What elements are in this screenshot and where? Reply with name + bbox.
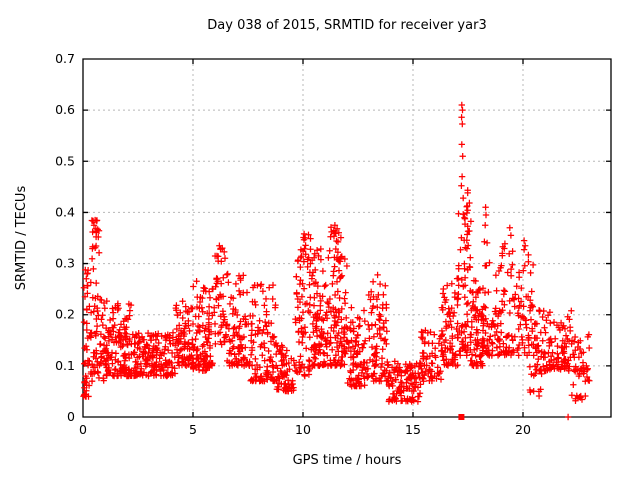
x-tick-label: 10 xyxy=(295,422,311,437)
x-tick-label: 0 xyxy=(79,422,87,437)
grid-lines xyxy=(83,59,611,417)
y-tick-label: 0.5 xyxy=(55,153,75,168)
axes-border xyxy=(82,58,612,418)
x-axis-label: GPS time / hours xyxy=(292,453,402,468)
y-tick-label: 0.2 xyxy=(55,307,75,322)
x-tick-label: 15 xyxy=(405,422,421,437)
chart-title: Day 038 of 2015, SRMTID for receiver yar… xyxy=(207,18,487,33)
y-tick-label: 0 xyxy=(67,409,75,424)
x-tick-label: 5 xyxy=(189,422,197,437)
y-tick-label: 0.3 xyxy=(55,256,75,271)
y-tick-label: 0.4 xyxy=(55,204,75,219)
y-tick-label: 0.6 xyxy=(55,102,75,117)
axis-marker-square xyxy=(458,414,465,420)
y-tick-label: 0.7 xyxy=(55,51,75,66)
x-tick-label: 20 xyxy=(515,422,531,437)
y-tick-label: 0.1 xyxy=(55,358,75,373)
scatter-points xyxy=(80,101,593,421)
